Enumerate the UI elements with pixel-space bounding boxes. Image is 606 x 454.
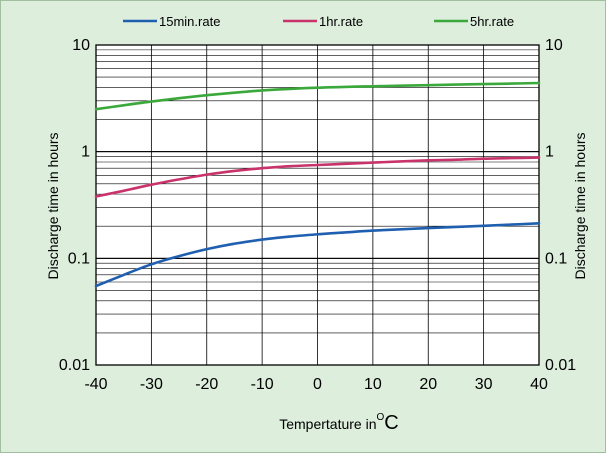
plot-frame bbox=[95, 44, 540, 366]
y-tick-labels: 0.01 0.01 0.1 0.1 1 1 10 10 bbox=[59, 37, 576, 374]
y2-axis-label: Discharge time in hours bbox=[572, 132, 588, 279]
series-line-0 bbox=[94, 222, 541, 288]
legend-label-2: 5hr.rate bbox=[470, 14, 514, 29]
legend: 15min.rate 1hr.rate 5hr.rate bbox=[123, 14, 514, 29]
legend-label-0: 15min.rate bbox=[159, 14, 220, 29]
y-tick-label-right: 0.1 bbox=[545, 250, 567, 267]
x-axis-label: Tempertature inOC bbox=[279, 412, 399, 434]
series-layer bbox=[94, 81, 541, 288]
x-tick-label: -30 bbox=[140, 376, 163, 393]
y-tick-label-left: 10 bbox=[72, 37, 90, 54]
x-axis-label-text: Tempertature in bbox=[279, 416, 376, 432]
x-axis-unit-superscript: O bbox=[377, 412, 385, 423]
x-tick-label: -40 bbox=[84, 376, 107, 393]
y-axis-label: Discharge time in hours bbox=[45, 132, 61, 279]
grid-lines bbox=[96, 44, 539, 365]
y-tick-label-left: 0.1 bbox=[68, 250, 90, 267]
series-line-2 bbox=[94, 81, 541, 111]
x-tick-label: 30 bbox=[475, 376, 493, 393]
x-tick-label: 10 bbox=[364, 376, 382, 393]
x-axis-unit: C bbox=[384, 412, 398, 434]
y-tick-label-left: 1 bbox=[81, 144, 90, 161]
x-tick-label: 40 bbox=[530, 376, 548, 393]
legend-label-1: 1hr.rate bbox=[319, 14, 363, 29]
y-tick-label-right: 10 bbox=[545, 37, 563, 54]
y-tick-label-right: 0.01 bbox=[545, 357, 576, 374]
series-line-1 bbox=[94, 156, 541, 198]
y-tick-label-left: 0.01 bbox=[59, 357, 90, 374]
x-tick-label: -10 bbox=[251, 376, 274, 393]
x-tick-label: 20 bbox=[419, 376, 437, 393]
x-tick-label: -20 bbox=[195, 376, 218, 393]
y-tick-label-right: 1 bbox=[545, 144, 554, 161]
x-tick-label: 0 bbox=[313, 376, 322, 393]
x-tick-labels: -40 -30 -20 -10 0 10 20 30 40 bbox=[84, 376, 548, 393]
